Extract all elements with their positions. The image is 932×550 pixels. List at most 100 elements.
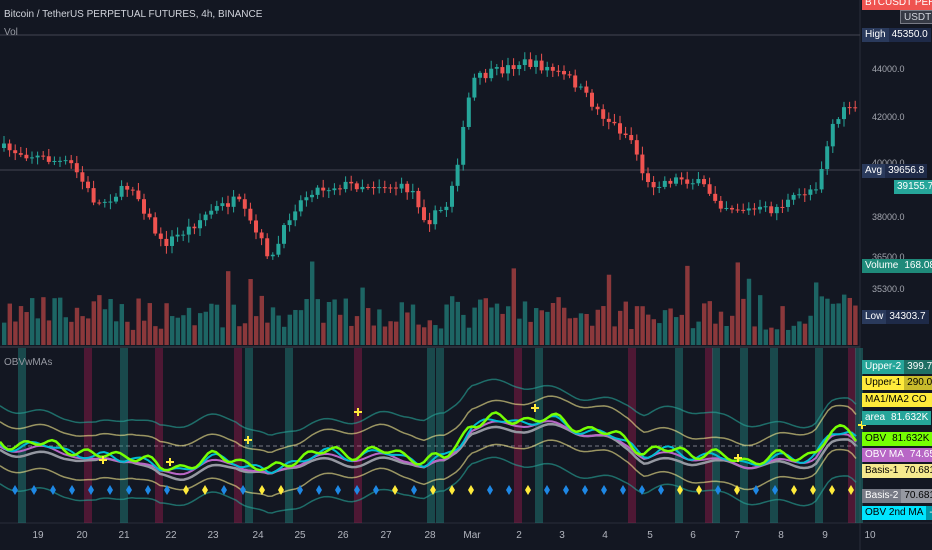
volume-bar [7, 303, 12, 345]
candle-body [114, 196, 118, 202]
volume-bar [69, 321, 74, 345]
price-axis-label: 38000.0 [872, 212, 905, 222]
volume-bar [601, 306, 606, 345]
candle-body [545, 66, 550, 71]
value-tag-value: 81.632K [888, 411, 932, 425]
volume-bar [567, 318, 572, 345]
volume-bar [63, 317, 68, 345]
volume-bar [825, 298, 830, 345]
lower-2-band [0, 456, 857, 514]
volume-bar [651, 319, 656, 345]
volume-bar [304, 299, 309, 345]
volume-bar [214, 304, 220, 345]
volume-bar [618, 310, 623, 345]
candle-body [853, 107, 858, 109]
currency-badge[interactable]: USDT [900, 10, 932, 24]
volume-bar [612, 326, 617, 345]
volume-bar [662, 310, 668, 345]
signal-diamond [772, 485, 778, 495]
candle-body [478, 72, 482, 78]
signal-diamond [810, 485, 816, 495]
signal-diamond [411, 485, 417, 495]
signal-diamond [430, 485, 436, 495]
volume-bar [573, 317, 578, 345]
volume-bar [550, 302, 556, 345]
time-axis-label: 22 [165, 530, 177, 541]
candle-body [254, 220, 258, 233]
candle-body [741, 209, 746, 211]
signal-diamond [658, 485, 664, 495]
volume-bar [657, 323, 662, 345]
candle-body [780, 206, 785, 208]
volume-bar [41, 297, 46, 345]
volume-bar [478, 299, 483, 345]
candle-body [763, 206, 768, 208]
candle-body [382, 187, 387, 189]
signal-diamond [468, 485, 474, 495]
volume-bar [30, 298, 35, 345]
candle-body [119, 185, 124, 197]
value-tag-name: OBV 2nd MA [862, 506, 927, 520]
volume-bar [450, 296, 455, 345]
candle-body [422, 207, 426, 221]
volume-bar [259, 295, 264, 345]
price-axis-label: 42000.0 [872, 112, 905, 122]
candle-body [752, 208, 757, 210]
candle-body [399, 183, 404, 189]
volume-bar [220, 327, 225, 345]
candle-body [690, 183, 695, 185]
crossover-marker [354, 408, 362, 416]
candle-body [186, 226, 191, 235]
value-tag-name: OBV [862, 432, 890, 446]
volume-bar [192, 325, 197, 345]
candle-body [354, 183, 359, 190]
volume-bar [786, 329, 791, 345]
candle-body [231, 196, 236, 207]
volume-bar [276, 315, 281, 345]
volume-bar [164, 303, 169, 345]
volume-bar [360, 287, 365, 345]
candle-body [181, 234, 186, 236]
indicator-label: OBVwMAs [4, 357, 53, 368]
volume-bar [198, 313, 203, 345]
candle-body [830, 123, 835, 147]
volume-bar [802, 323, 808, 345]
candle-body [450, 185, 454, 207]
signal-column [815, 348, 823, 523]
volume-bar [97, 295, 102, 345]
candle-body [758, 206, 762, 210]
candle-body [679, 177, 684, 180]
candle-body [371, 186, 376, 189]
candle-body [142, 199, 146, 214]
candle-body [310, 194, 314, 198]
candle-body [494, 67, 499, 69]
volume-bar [791, 325, 796, 345]
candle-body [293, 211, 298, 221]
candle-body [814, 189, 818, 191]
value-tag: Low 34303.7 [862, 310, 929, 324]
signal-column [535, 348, 543, 523]
volume-bar [836, 303, 841, 345]
volume-bar [52, 298, 57, 345]
value-tag: High 45350.0 [862, 28, 931, 42]
candle-body [24, 154, 29, 159]
candle-body [797, 194, 802, 196]
value-tag-value: 399.782K [904, 360, 932, 374]
candle-body [819, 168, 824, 190]
volume-bar [623, 301, 628, 345]
volume-bar [590, 325, 595, 345]
signal-column [770, 348, 778, 523]
candle-body [466, 97, 471, 127]
time-axis-label: 2 [516, 530, 522, 541]
time-axis-label: Mar [463, 530, 481, 541]
candle-body [550, 66, 555, 71]
volume-bar [769, 327, 774, 345]
volume-bar [293, 309, 298, 345]
volume-bar [388, 321, 393, 345]
signal-column [740, 348, 748, 523]
signal-diamond [88, 485, 94, 495]
signal-diamond [506, 485, 512, 495]
candle-body [634, 140, 639, 155]
